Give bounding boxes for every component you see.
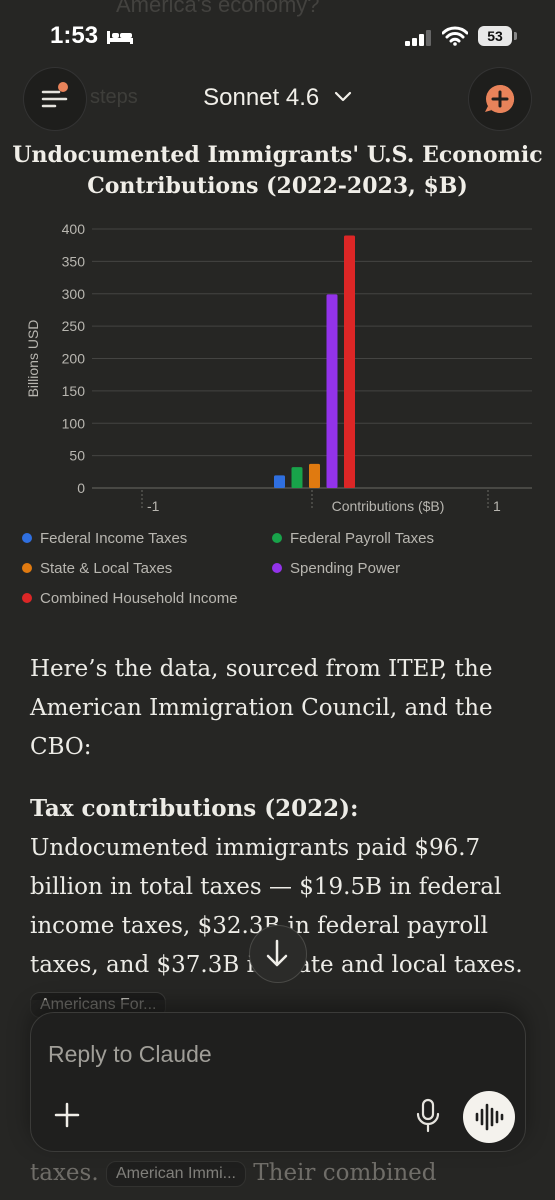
x-tick-label: 1 [493, 498, 501, 514]
menu-icon [41, 90, 68, 108]
y-axis-label: Billions USD [25, 320, 41, 398]
y-tick-label: 100 [62, 415, 86, 431]
voice-waveform-icon [475, 1103, 504, 1131]
status-time: 1:53 [50, 22, 99, 49]
y-tick-label: 350 [62, 253, 86, 269]
legend-swatch [22, 533, 32, 544]
cellular-signal-icon [405, 30, 431, 46]
bar-state-local-taxes [309, 463, 320, 488]
dictation-button[interactable] [411, 1097, 445, 1135]
legend-swatch [272, 533, 282, 544]
legend-label: Federal Payroll Taxes [290, 530, 434, 547]
legend-swatch [22, 593, 32, 604]
x-axis-label: Contributions ($B) [332, 498, 445, 514]
battery-tip [514, 32, 517, 40]
bar-chart: 0 50 100 150 200 250 300 350 400 Billions USD -1 1 C… [25, 221, 532, 514]
chart-title-line-1: Undocumented Immigrants' U.S. Economic [12, 142, 543, 168]
legend-swatch [272, 563, 282, 574]
legend-swatch [22, 563, 32, 574]
y-tick-label: 200 [62, 351, 86, 367]
voice-mode-button[interactable] [463, 1091, 515, 1143]
y-tick-label: 0 [77, 480, 85, 496]
y-tick-label: 300 [62, 286, 86, 302]
menu-button[interactable] [24, 68, 86, 130]
bar-spending-power [326, 294, 338, 488]
legend-item: Spending Power [272, 560, 400, 577]
response-paragraph-2: Tax contributions (2022): Undocumented i… [30, 789, 530, 1024]
new-chat-icon [485, 84, 515, 113]
legend-item: Federal Income Taxes [22, 530, 187, 547]
y-tick-label: 50 [69, 448, 85, 464]
reply-composer[interactable]: Reply to Claude [30, 1012, 526, 1152]
legend-item: Combined Household Income [22, 590, 238, 607]
add-attachment-button[interactable] [47, 1095, 87, 1135]
new-chat-button[interactable] [469, 68, 531, 130]
bar-federal-payroll-taxes [291, 467, 303, 488]
citation-chip[interactable]: American Immi... [105, 1161, 246, 1187]
microphone-icon [416, 1098, 440, 1133]
arrow-down-icon [266, 939, 288, 967]
legend-label: Federal Income Taxes [40, 530, 188, 547]
reply-input[interactable]: Reply to Claude [48, 1041, 212, 1067]
paragraph-heading: Tax contributions (2022): [30, 795, 359, 822]
status-bar: 1:53 53 [0, 0, 555, 72]
scroll-down-button[interactable] [249, 925, 307, 983]
paragraph-text: Undocumented immigrants paid $96.7 billi… [30, 835, 523, 978]
battery-indicator: 53 [478, 26, 512, 46]
legend-label: Spending Power [290, 560, 401, 577]
y-tick-label: 250 [62, 318, 86, 334]
faded-text-start: taxes. [30, 1160, 99, 1186]
model-name: Sonnet 4.6 [203, 84, 320, 111]
chevron-down-icon [334, 91, 351, 101]
chart-title: Undocumented Immigrants' U.S. Economic C… [0, 140, 555, 202]
faded-text-end: Their combined [253, 1160, 437, 1186]
bar-federal-income-taxes [274, 475, 285, 488]
x-tick-label: -1 [147, 498, 160, 514]
sleep-icon [107, 31, 133, 44]
y-tick-label: 150 [62, 383, 86, 399]
response-paragraph-1: Here’s the data, sourced from ITEP, the … [30, 656, 493, 760]
legend-item: Federal Payroll Taxes [272, 530, 434, 547]
legend-label: Combined Household Income [40, 590, 238, 607]
notification-dot [58, 82, 68, 92]
wifi-icon [442, 26, 468, 46]
y-tick-label: 400 [62, 221, 86, 237]
legend-item: State & Local Taxes [22, 560, 172, 577]
legend-label: State & Local Taxes [40, 560, 173, 577]
plus-icon [54, 1102, 80, 1128]
model-selector[interactable]: Sonnet 4.6 [0, 84, 555, 112]
faded-text-line: taxes. American Immi... Their combined [30, 1160, 437, 1187]
bar-combined-household-income [344, 235, 355, 488]
background-text: America's economy? [116, 0, 320, 17]
chart-title-line-2: Contributions (2022-2023, $B) [87, 173, 468, 199]
background-steps-text: steps [90, 86, 138, 108]
